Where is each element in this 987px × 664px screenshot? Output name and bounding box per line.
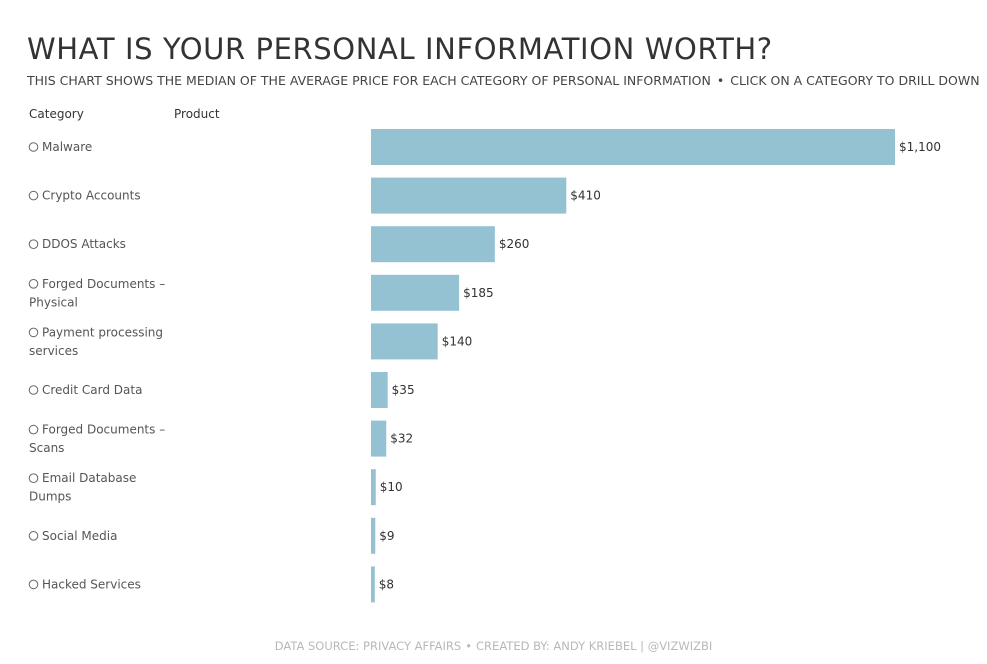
category-label[interactable]: DDOS Attacks — [42, 237, 126, 251]
bar[interactable] — [371, 274, 460, 311]
category-row[interactable]: Email Database Dumps $10 — [28, 469, 403, 506]
chart-subtitle: THIS CHART SHOWS THE MEDIAN OF THE AVERA… — [27, 73, 980, 88]
category-label[interactable]: Dumps — [29, 490, 71, 504]
category-label[interactable]: Payment processing — [42, 325, 163, 339]
footer-source: DATA SOURCE: PRIVACY AFFAIRS — [274, 639, 462, 653]
category-label[interactable]: Malware — [42, 140, 92, 154]
radio-circle-icon[interactable] — [28, 142, 39, 152]
category-label[interactable]: Credit Card Data — [42, 383, 142, 397]
subtitle-description: THIS CHART SHOWS THE MEDIAN OF THE AVERA… — [27, 73, 711, 88]
category-row[interactable]: Credit Card Data $35 — [28, 372, 415, 408]
category-column-header: Category — [29, 107, 84, 121]
category-label[interactable]: Crypto Accounts — [42, 189, 141, 203]
radio-circle-icon[interactable] — [28, 327, 39, 338]
category-label[interactable]: Email Database — [42, 471, 136, 485]
bar[interactable] — [371, 469, 376, 506]
category-row[interactable]: Forged Documents – Physical $185 — [28, 274, 494, 311]
bar-value-label: $35 — [392, 383, 415, 397]
product-column-header[interactable]: Product — [174, 107, 220, 121]
footer: DATA SOURCE: PRIVACY AFFAIRS • CREATED BY:… — [0, 639, 987, 653]
subtitle-instruction: CLICK ON A CATEGORY TO DRILL DOWN — [730, 73, 980, 88]
bar[interactable] — [371, 517, 376, 554]
category-label[interactable]: Physical — [29, 295, 78, 309]
radio-circle-icon[interactable] — [28, 190, 39, 201]
radio-circle-icon[interactable] — [28, 279, 39, 289]
category-row[interactable]: Hacked Services $8 — [28, 566, 394, 603]
chart-title: WHAT IS YOUR PERSONAL INFORMATION WORTH? — [27, 32, 773, 66]
category-row[interactable]: Crypto Accounts $410 — [28, 177, 601, 214]
category-row[interactable]: DDOS Attacks $260 — [28, 226, 530, 263]
category-label[interactable]: Scans — [29, 441, 64, 455]
bar[interactable] — [371, 566, 375, 603]
radio-circle-icon[interactable] — [28, 424, 39, 435]
footer-credit: CREATED BY: ANDY KRIEBEL | @VIZWIZBI — [476, 639, 713, 653]
bar[interactable] — [371, 372, 388, 408]
subtitle-separator: • — [716, 73, 725, 88]
category-label[interactable]: Hacked Services — [42, 577, 141, 591]
category-label[interactable]: Forged Documents – — [42, 277, 165, 291]
bar[interactable] — [371, 129, 895, 165]
radio-circle-icon[interactable] — [28, 531, 39, 541]
category-row[interactable]: Social Media $9 — [28, 517, 395, 554]
category-row[interactable]: Malware $1,100 — [28, 129, 941, 165]
category-row[interactable]: Forged Documents – Scans $32 — [28, 420, 413, 457]
bar-value-label: $1,100 — [899, 140, 941, 154]
category-label[interactable]: Social Media — [42, 529, 117, 543]
category-row[interactable]: Payment processing services $140 — [28, 323, 473, 360]
bar-value-label: $410 — [570, 189, 601, 203]
category-label[interactable]: Forged Documents – — [42, 423, 165, 437]
footer-separator: • — [465, 639, 473, 653]
radio-circle-icon[interactable] — [28, 385, 39, 395]
bar-value-label: $8 — [379, 577, 394, 591]
bar-value-label: $185 — [463, 286, 494, 300]
bar[interactable] — [371, 420, 387, 457]
radio-circle-icon[interactable] — [28, 473, 39, 484]
bar-value-label: $140 — [442, 334, 473, 348]
bar-value-label: $32 — [390, 432, 413, 446]
category-label[interactable]: services — [29, 344, 78, 358]
bar[interactable] — [371, 226, 495, 263]
bar[interactable] — [371, 323, 438, 360]
radio-circle-icon[interactable] — [28, 579, 39, 590]
bar-value-label: $9 — [379, 529, 394, 543]
bar-value-label: $10 — [380, 480, 403, 494]
bar[interactable] — [371, 177, 567, 214]
bar-value-label: $260 — [499, 237, 530, 251]
radio-circle-icon[interactable] — [28, 239, 39, 249]
